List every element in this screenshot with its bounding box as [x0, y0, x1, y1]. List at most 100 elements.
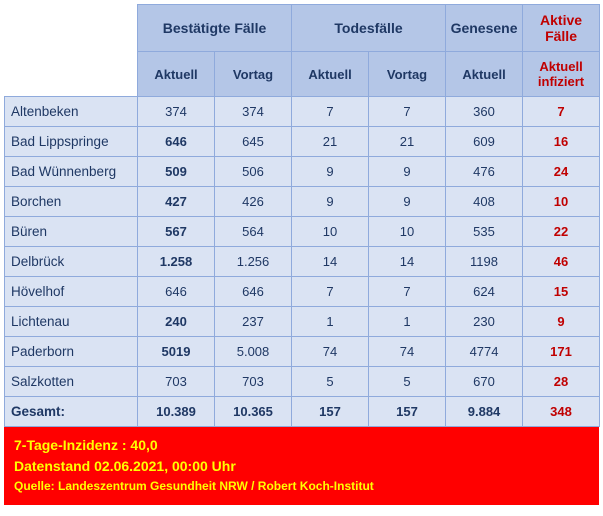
footer-box: 7-Tage-Inzidenz : 40,0 Datenstand 02.06.… — [4, 427, 599, 505]
table-row: Delbrück1.2581.2561414119846 — [5, 247, 600, 277]
cell-death-prev: 5 — [369, 367, 446, 397]
header-recovered: Genesene — [446, 5, 523, 52]
table-row: Bad Wünnenberg5095069947624 — [5, 157, 600, 187]
footer-source: Quelle: Landeszentrum Gesundheit NRW / R… — [14, 477, 589, 495]
cell-conf-prev: 506 — [215, 157, 292, 187]
row-name: Büren — [5, 217, 138, 247]
header-deaths: Todesfälle — [292, 5, 446, 52]
table-body: Altenbeken374374773607Bad Lippspringe646… — [5, 97, 600, 427]
cell-death-cur: 9 — [292, 187, 369, 217]
table-row: Borchen4274269940810 — [5, 187, 600, 217]
table-row: Paderborn50195.00874744774171 — [5, 337, 600, 367]
cell-rec-cur: 624 — [446, 277, 523, 307]
table-row: Salzkotten7037035567028 — [5, 367, 600, 397]
cell-conf-cur: 427 — [138, 187, 215, 217]
cell-conf-cur: 703 — [138, 367, 215, 397]
corner-cell — [5, 5, 138, 97]
cell-active: 10 — [523, 187, 600, 217]
cell-conf-cur: 567 — [138, 217, 215, 247]
row-name: Bad Wünnenberg — [5, 157, 138, 187]
cell-rec-cur: 1198 — [446, 247, 523, 277]
row-name: Paderborn — [5, 337, 138, 367]
cell-death-cur: 10 — [292, 217, 369, 247]
total-death-cur: 157 — [292, 397, 369, 427]
cell-active: 16 — [523, 127, 600, 157]
cell-conf-prev: 564 — [215, 217, 292, 247]
row-name: Hövelhof — [5, 277, 138, 307]
row-name: Lichtenau — [5, 307, 138, 337]
header-confirmed: Bestätigte Fälle — [138, 5, 292, 52]
table-row: Büren567564101053522 — [5, 217, 600, 247]
cell-conf-cur: 646 — [138, 277, 215, 307]
cell-death-cur: 14 — [292, 247, 369, 277]
cell-conf-prev: 374 — [215, 97, 292, 127]
cell-death-cur: 21 — [292, 127, 369, 157]
sub-conf-prev: Vortag — [215, 52, 292, 97]
cell-active: 24 — [523, 157, 600, 187]
cell-death-prev: 7 — [369, 97, 446, 127]
cell-rec-cur: 670 — [446, 367, 523, 397]
row-name: Altenbeken — [5, 97, 138, 127]
total-active: 348 — [523, 397, 600, 427]
cell-conf-cur: 1.258 — [138, 247, 215, 277]
table-row: Bad Lippspringe646645212160916 — [5, 127, 600, 157]
sub-rec-cur: Aktuell — [446, 52, 523, 97]
cell-conf-prev: 645 — [215, 127, 292, 157]
cell-rec-cur: 535 — [446, 217, 523, 247]
header-active: Aktive Fälle — [523, 5, 600, 52]
cell-rec-cur: 408 — [446, 187, 523, 217]
cell-active: 46 — [523, 247, 600, 277]
cell-active: 171 — [523, 337, 600, 367]
covid-table: Bestätigte Fälle Todesfälle Genesene Akt… — [4, 4, 600, 427]
cell-conf-cur: 509 — [138, 157, 215, 187]
row-name: Borchen — [5, 187, 138, 217]
table-row: Lichtenau240237112309 — [5, 307, 600, 337]
cell-conf-cur: 646 — [138, 127, 215, 157]
total-row: Gesamt:10.38910.3651571579.884348 — [5, 397, 600, 427]
row-name: Delbrück — [5, 247, 138, 277]
total-label: Gesamt: — [5, 397, 138, 427]
sub-death-prev: Vortag — [369, 52, 446, 97]
cell-conf-prev: 1.256 — [215, 247, 292, 277]
cell-conf-prev: 646 — [215, 277, 292, 307]
cell-death-cur: 5 — [292, 367, 369, 397]
table-row: Hövelhof6466467762415 — [5, 277, 600, 307]
cell-death-prev: 9 — [369, 187, 446, 217]
cell-conf-cur: 374 — [138, 97, 215, 127]
footer-date: Datenstand 02.06.2021, 00:00 Uhr — [14, 456, 589, 477]
cell-conf-prev: 5.008 — [215, 337, 292, 367]
cell-rec-cur: 360 — [446, 97, 523, 127]
cell-active: 15 — [523, 277, 600, 307]
cell-death-prev: 14 — [369, 247, 446, 277]
cell-conf-prev: 426 — [215, 187, 292, 217]
cell-death-prev: 21 — [369, 127, 446, 157]
row-name: Salzkotten — [5, 367, 138, 397]
header-row-1: Bestätigte Fälle Todesfälle Genesene Akt… — [5, 5, 600, 52]
cell-death-prev: 9 — [369, 157, 446, 187]
sub-active-cur: Aktuell infiziert — [523, 52, 600, 97]
cell-rec-cur: 476 — [446, 157, 523, 187]
row-name: Bad Lippspringe — [5, 127, 138, 157]
sub-conf-cur: Aktuell — [138, 52, 215, 97]
cell-conf-cur: 5019 — [138, 337, 215, 367]
cell-death-cur: 74 — [292, 337, 369, 367]
cell-active: 22 — [523, 217, 600, 247]
sub-death-cur: Aktuell — [292, 52, 369, 97]
cell-conf-prev: 703 — [215, 367, 292, 397]
cell-death-cur: 9 — [292, 157, 369, 187]
cell-death-prev: 7 — [369, 277, 446, 307]
cell-conf-cur: 240 — [138, 307, 215, 337]
cell-death-cur: 1 — [292, 307, 369, 337]
cell-death-cur: 7 — [292, 97, 369, 127]
cell-rec-cur: 609 — [446, 127, 523, 157]
total-conf-prev: 10.365 — [215, 397, 292, 427]
cell-conf-prev: 237 — [215, 307, 292, 337]
cell-rec-cur: 4774 — [446, 337, 523, 367]
cell-death-cur: 7 — [292, 277, 369, 307]
cell-active: 9 — [523, 307, 600, 337]
cell-rec-cur: 230 — [446, 307, 523, 337]
cell-death-prev: 74 — [369, 337, 446, 367]
total-rec-cur: 9.884 — [446, 397, 523, 427]
total-death-prev: 157 — [369, 397, 446, 427]
cell-death-prev: 10 — [369, 217, 446, 247]
